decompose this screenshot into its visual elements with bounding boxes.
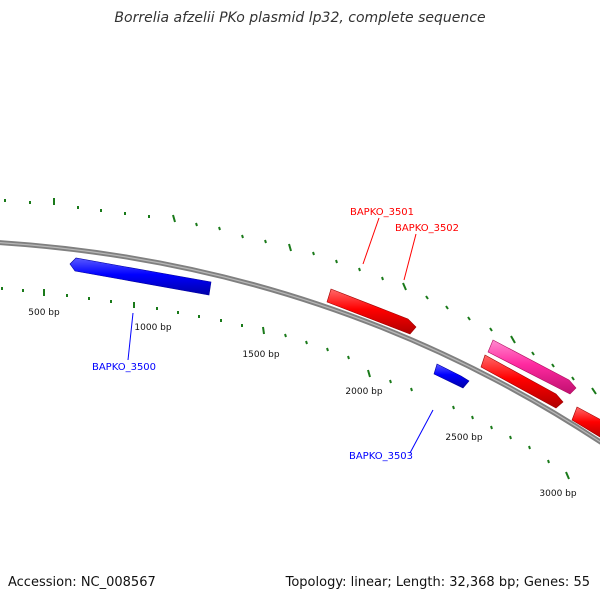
outer-tick-ring [4,198,597,395]
leader-line-3500 [127,312,134,361]
scale-label-2500: 2500 bp [445,433,482,443]
gene-bapko-3501[interactable] [326,288,417,335]
inner-tick-ring [1,287,570,480]
leader-line-3501 [362,217,380,265]
leader-line-3502 [403,233,417,281]
gene-bapko-3502[interactable] [480,354,564,409]
gene-offscreen-red[interactable] [571,406,600,440]
gene-label-3500[interactable]: BAPKO_3500 [92,362,156,373]
scale-label-2000: 2000 bp [345,387,382,397]
gene-bapko-3500[interactable] [69,257,212,296]
scale-label-1000: 1000 bp [134,323,171,333]
gene-label-3501[interactable]: BAPKO_3501 [350,207,414,218]
map-title: Borrelia afzelii PKo plasmid lp32, compl… [114,10,485,26]
scale-label-3000: 3000 bp [539,489,576,499]
leader-line-3503 [409,409,434,454]
scale-label-1500: 1500 bp [242,350,279,360]
feature-pink[interactable] [487,339,577,395]
gene-bapko-3503[interactable] [433,363,470,389]
scale-label-500: 500 bp [28,308,60,318]
gene-label-3503[interactable]: BAPKO_3503 [349,451,413,462]
topology-summary: Topology: linear; Length: 32,368 bp; Gen… [285,575,590,590]
accession-text: Accession: NC_008567 [8,575,156,590]
gene-label-3502[interactable]: BAPKO_3502 [395,223,459,234]
